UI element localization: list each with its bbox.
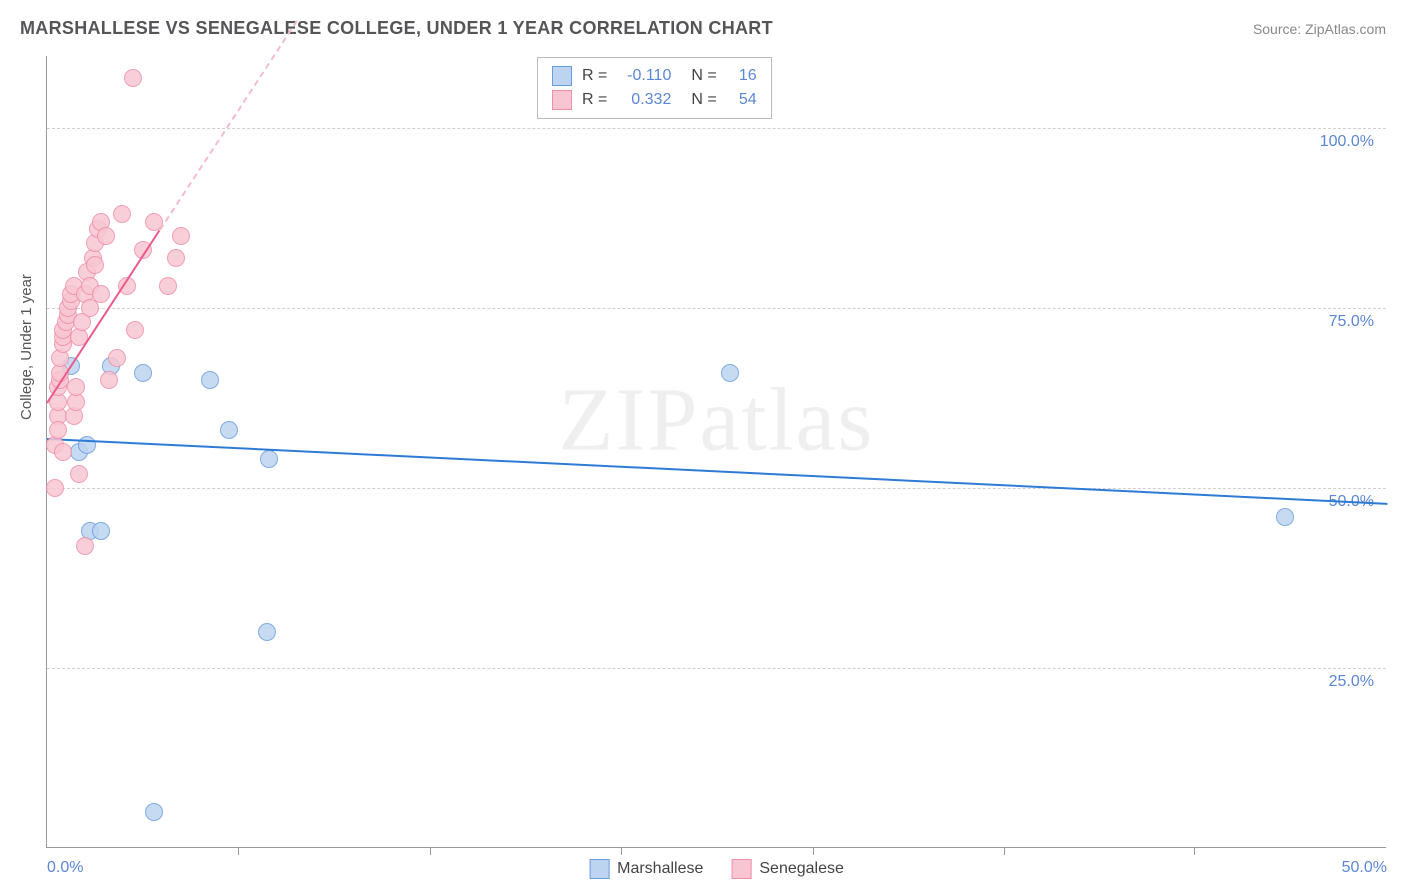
legend-item: Senegalese (731, 859, 844, 879)
y-tick-label: 75.0% (1329, 313, 1374, 331)
legend-r-label: R = (582, 88, 607, 112)
data-point (220, 421, 238, 439)
legend-row: R = -0.110 N = 16 (552, 64, 757, 88)
scatter-chart: ZIPatlas R =-0.110N =16R =0.332N =54 Mar… (46, 56, 1386, 848)
x-tick (813, 847, 814, 855)
data-point (46, 479, 64, 497)
watermark: ZIPatlas (559, 368, 875, 471)
trend-line (47, 438, 1387, 505)
legend-n-label: N = (691, 64, 716, 88)
legend-r-value: 0.332 (617, 88, 671, 112)
y-tick-label: 25.0% (1329, 673, 1374, 691)
gridline (47, 668, 1386, 669)
data-point (70, 465, 88, 483)
data-point (108, 349, 126, 367)
data-point (92, 522, 110, 540)
legend-row: R = 0.332 N = 54 (552, 88, 757, 112)
data-point (86, 256, 104, 274)
data-point (97, 227, 115, 245)
y-axis-label: College, Under 1 year (18, 274, 35, 420)
x-tick-label: 50.0% (1342, 859, 1387, 877)
data-point (113, 205, 131, 223)
data-point (721, 364, 739, 382)
legend-swatch (731, 859, 751, 879)
x-tick (621, 847, 622, 855)
x-tick (1194, 847, 1195, 855)
source-label: Source: ZipAtlas.com (1253, 21, 1386, 37)
legend-label: Marshallese (617, 860, 703, 878)
x-tick (430, 847, 431, 855)
legend-swatch (552, 66, 572, 86)
legend-correlation: R = -0.110 N = 16 R = 0.332 N = 54 (537, 57, 772, 119)
data-point (258, 623, 276, 641)
data-point (201, 371, 219, 389)
data-point (134, 364, 152, 382)
chart-title: MARSHALLESE VS SENEGALESE COLLEGE, UNDER… (20, 18, 773, 39)
data-point (172, 227, 190, 245)
legend-label: Senegalese (759, 860, 844, 878)
legend-swatch (589, 859, 609, 879)
x-tick-label: 0.0% (47, 859, 83, 877)
gridline (47, 308, 1386, 309)
legend-swatch (552, 90, 572, 110)
legend-n-value: 16 (727, 64, 757, 88)
y-tick-label: 100.0% (1320, 133, 1374, 151)
legend-n-value: 54 (727, 88, 757, 112)
legend-r-value: -0.110 (617, 64, 671, 88)
legend-series: Marshallese Senegalese (589, 859, 844, 879)
data-point (100, 371, 118, 389)
x-tick (1004, 847, 1005, 855)
gridline (47, 128, 1386, 129)
data-point (260, 450, 278, 468)
legend-r-label: R = (582, 64, 607, 88)
data-point (126, 321, 144, 339)
data-point (76, 537, 94, 555)
data-point (67, 378, 85, 396)
data-point (145, 803, 163, 821)
data-point (49, 421, 67, 439)
data-point (124, 69, 142, 87)
data-point (78, 436, 96, 454)
data-point (1276, 508, 1294, 526)
data-point (159, 277, 177, 295)
data-point (167, 249, 185, 267)
trend-line (159, 20, 297, 230)
legend-item: Marshallese (589, 859, 703, 879)
legend-n-label: N = (691, 88, 716, 112)
data-point (54, 443, 72, 461)
x-tick (238, 847, 239, 855)
data-point (92, 285, 110, 303)
gridline (47, 488, 1386, 489)
